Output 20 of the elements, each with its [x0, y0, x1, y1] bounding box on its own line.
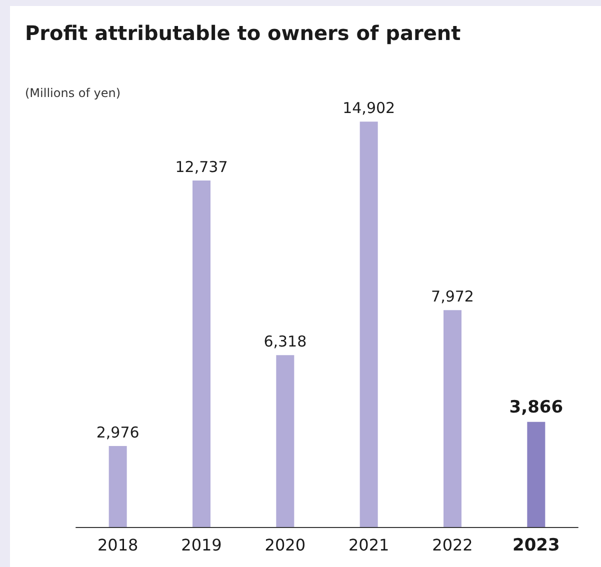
x-tick-label: 2019: [181, 536, 222, 554]
data-label: 7,972: [431, 288, 474, 306]
x-tick-label: 2021: [348, 536, 390, 554]
data-label: 12,737: [175, 158, 228, 176]
bar: [192, 180, 210, 527]
x-tick-label: 2018: [97, 536, 138, 554]
text: (Millions of yen): [25, 86, 121, 100]
data-label: 2,976: [96, 424, 140, 442]
x-tick-label: 2023: [512, 536, 560, 556]
bar: [108, 446, 127, 527]
bar: [276, 355, 294, 527]
x-tick-label: 2022: [432, 536, 473, 554]
data-label: 14,902: [342, 99, 396, 118]
data-label: 3,866: [509, 397, 564, 418]
data-label: 6,318: [264, 332, 307, 351]
bar: [527, 422, 546, 527]
bar: [360, 122, 378, 527]
chart-title: Profit attributable to owners of parent: [25, 21, 462, 45]
bar: [444, 310, 462, 527]
x-tick-label: 2020: [264, 536, 306, 554]
